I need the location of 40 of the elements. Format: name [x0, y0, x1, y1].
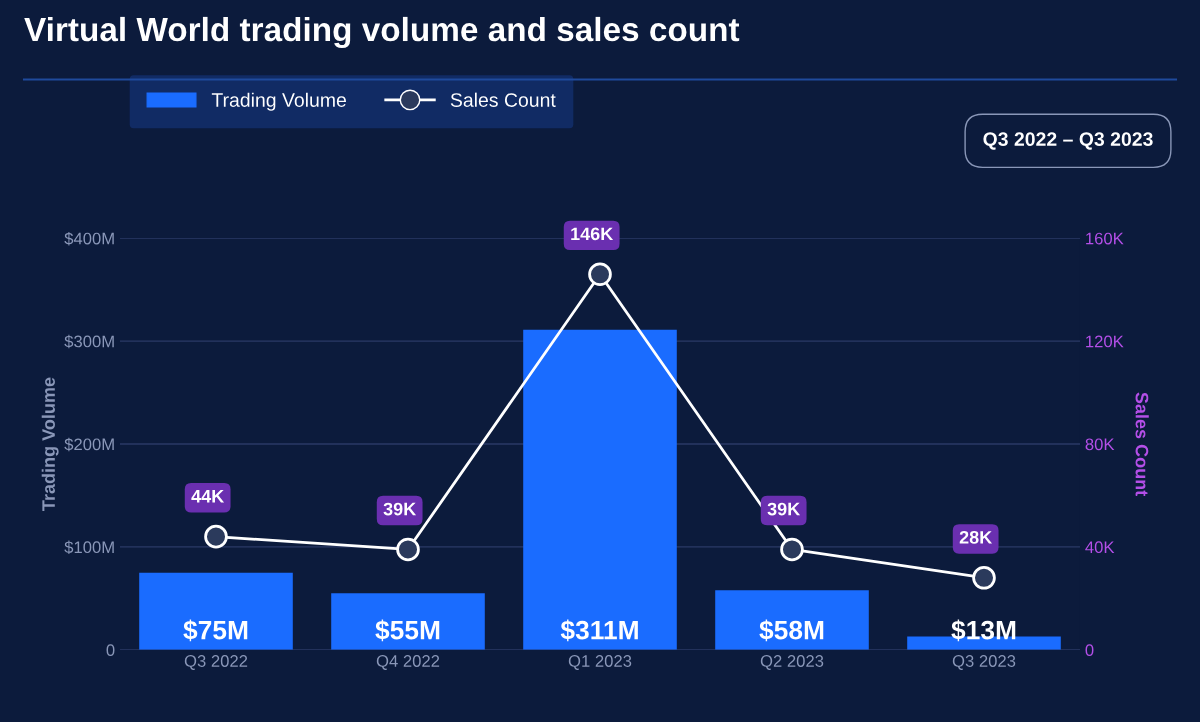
- bar: [331, 593, 485, 650]
- y-tick-label: $400M: [64, 231, 114, 246]
- y2-tick-label: 40K: [1085, 541, 1115, 554]
- data-label: 44K: [191, 489, 225, 503]
- point: [972, 565, 996, 590]
- y-tick-label: $300M: [64, 334, 114, 349]
- y-tick-label: $100M: [64, 540, 114, 555]
- y2-tick-label: 160K: [1086, 232, 1124, 245]
- x-tick-label: Q4 2022: [376, 655, 440, 670]
- data-label: $58M: [759, 619, 824, 642]
- data-label: $75M: [183, 619, 248, 642]
- x-tick-label: Q2 2023: [760, 655, 824, 670]
- point: [204, 524, 228, 549]
- y2-tick-label: 80K: [1085, 438, 1115, 451]
- x-tick-label: Q1 2023: [568, 655, 632, 670]
- chart-title: Virtual World trading volume and sales count: [24, 16, 740, 49]
- y-axis-title: Trading Volume: [41, 377, 59, 511]
- point: [396, 537, 420, 562]
- data-label: 39K: [767, 502, 801, 516]
- y2-tick-label: 0: [1085, 644, 1094, 656]
- data-label: $311M: [560, 619, 638, 642]
- data-label: 146K: [571, 227, 614, 241]
- y-tick-label: 0: [106, 644, 115, 656]
- bar: [715, 590, 869, 650]
- y2-tick-label: 120K: [1086, 335, 1124, 348]
- data-label: $55M: [375, 619, 440, 642]
- x-tick-label: Q3 2022: [184, 655, 248, 670]
- point: [780, 537, 804, 562]
- point: [588, 262, 612, 287]
- x-tick-label: Q3 2023: [952, 655, 1016, 670]
- y2-axis-title: Sales Count: [1135, 392, 1149, 496]
- bar: [523, 329, 677, 650]
- data-label: 28K: [959, 530, 993, 544]
- data-label: $13M: [951, 619, 1016, 642]
- bar: [139, 572, 293, 650]
- legend-label: Trading Volume: [211, 92, 346, 111]
- data-label: 39K: [383, 502, 417, 516]
- y-tick-label: $200M: [64, 437, 114, 452]
- legend-label: Sales Count: [450, 92, 556, 107]
- text: Q3 2022 – Q3 2023: [983, 132, 1153, 150]
